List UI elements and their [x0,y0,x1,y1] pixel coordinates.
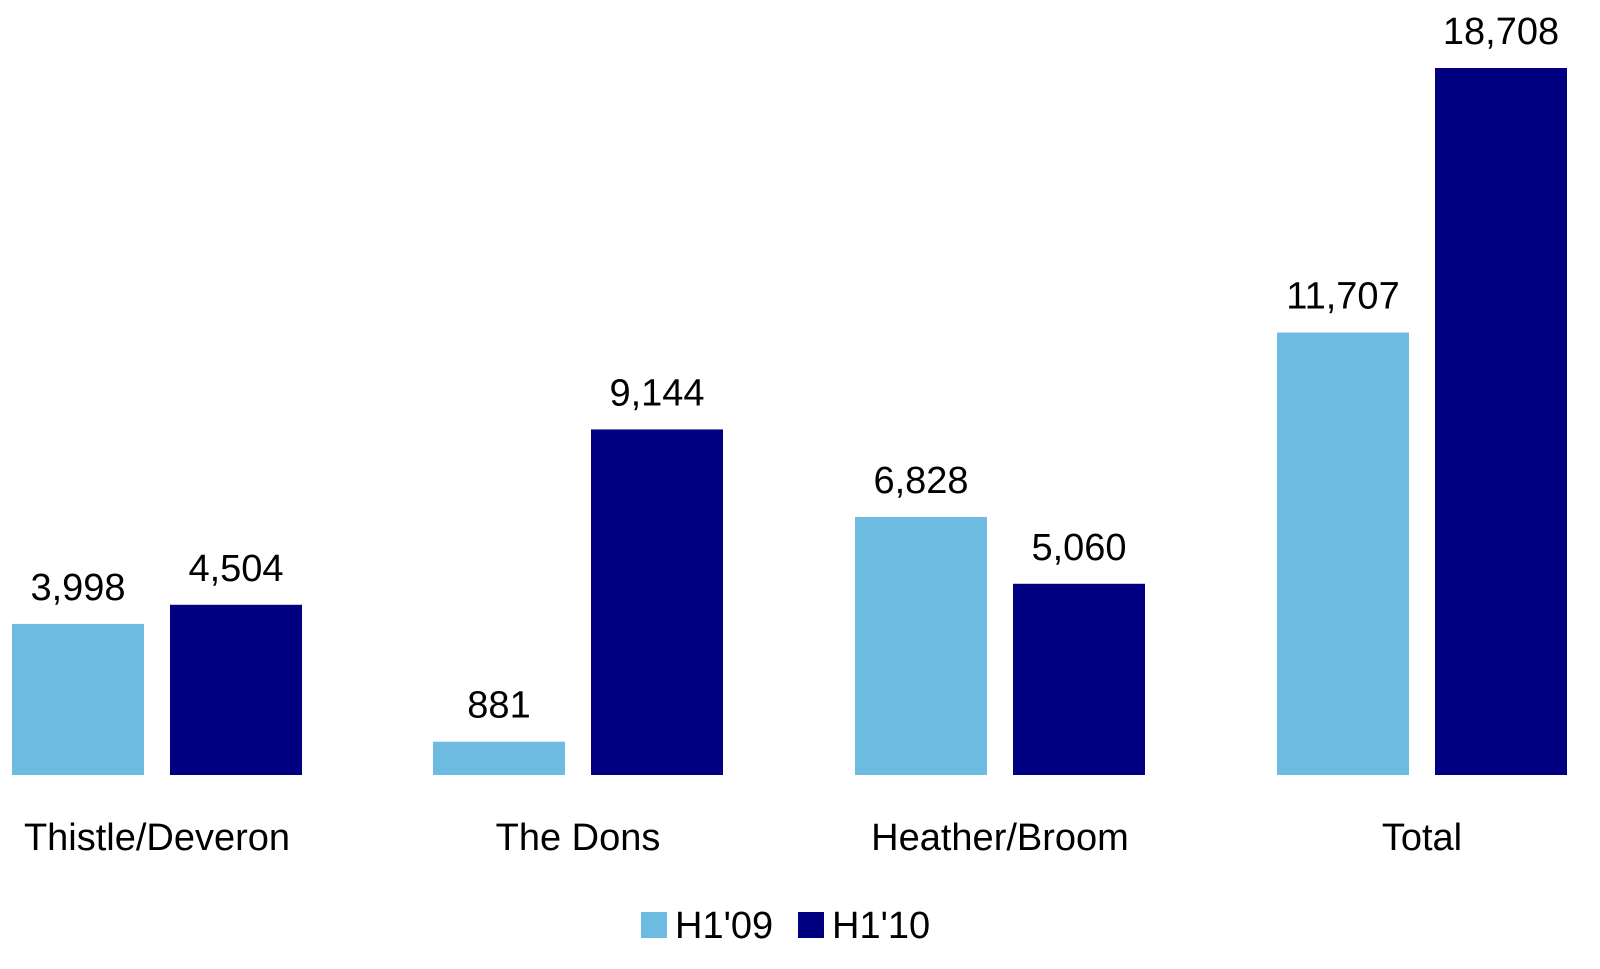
value-labels-layer: 3,998 4,504 881 9,144 6,828 5,060 11,707 18,708 [30,11,1559,727]
category-label: The Dons [496,817,661,859]
legend-swatch [641,912,667,938]
data-label: 5,060 [1031,527,1126,569]
data-label: 3,998 [30,567,125,609]
bars-layer [12,68,1567,775]
data-label: 11,707 [1286,276,1399,318]
legend: H1'09 H1'10 [641,905,930,947]
bar [855,516,987,775]
category-label: Heather/Broom [871,817,1129,859]
bar [591,429,723,775]
legend-label: H1'09 [675,905,773,947]
bar [1013,583,1145,775]
bar [170,604,302,775]
category-label: Thistle/Deveron [24,817,290,859]
data-label: 6,828 [873,460,968,502]
bar [1435,68,1567,775]
bar [1277,332,1409,775]
data-label: 18,708 [1443,11,1559,53]
data-label: 881 [467,685,530,727]
data-label: 4,504 [188,548,283,590]
legend-label: H1'10 [832,905,930,947]
category-labels-layer: Thistle/Deveron The Dons Heather/Broom Tota… [24,817,1462,859]
legend-swatch [798,912,824,938]
bar [12,623,144,775]
category-label: Total [1382,817,1462,859]
data-label: 9,144 [609,372,704,414]
bar [433,741,565,775]
